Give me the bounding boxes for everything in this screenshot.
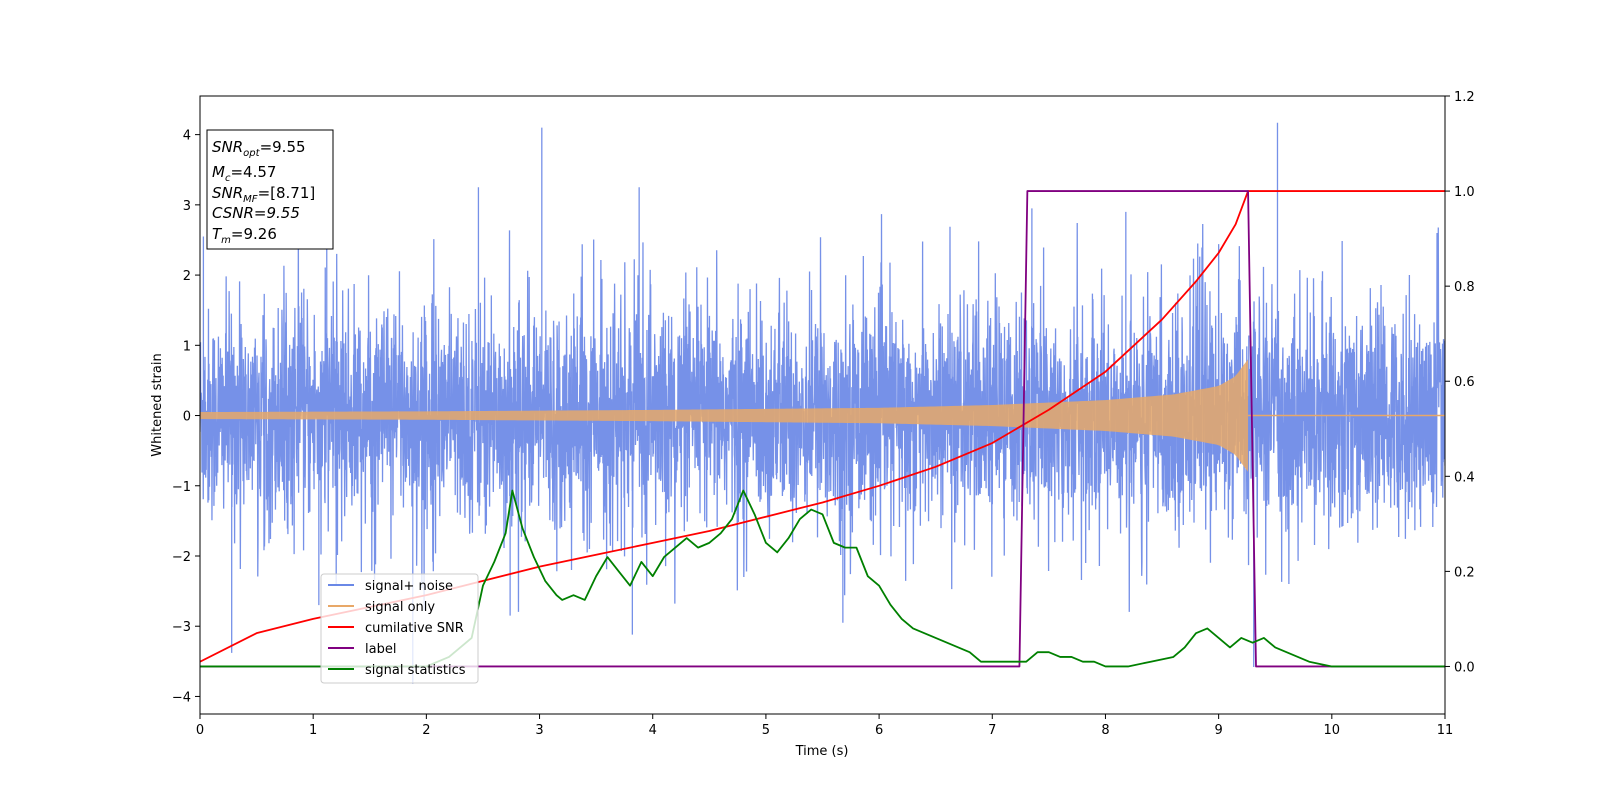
- annotation-snr-mf-value: =[8.71]: [258, 184, 316, 202]
- x-axis-label: Time (s): [795, 744, 849, 759]
- annotation-tm-sub: m: [221, 235, 231, 246]
- x-tick-label-7: 7: [988, 723, 996, 738]
- x-tick-label-5: 5: [762, 723, 770, 738]
- annotation-mc-value: =4.57: [230, 163, 276, 181]
- y2-tick-label-4: 0.8: [1454, 280, 1475, 295]
- x-tick-label-1: 1: [309, 723, 317, 738]
- y-tick-label-4: 0: [183, 410, 191, 425]
- y-tick-label-8: 4: [183, 129, 191, 144]
- y-axis-label: Whitened strain: [150, 353, 165, 456]
- legend-label-cum-snr: cumilative SNR: [365, 621, 464, 636]
- annotation-snr-mf: SNRMF=[8.71]: [212, 184, 315, 205]
- y2-tick-label-5: 1.0: [1454, 185, 1475, 200]
- y-tick-label-7: 3: [183, 199, 191, 214]
- annotation-tm: Tm=9.26: [212, 225, 277, 246]
- y2-tick-label-1: 0.2: [1454, 565, 1475, 580]
- annotation-snr-opt-sub: opt: [243, 148, 260, 159]
- legend-label-stats: signal statistics: [365, 663, 466, 678]
- y2-axis: 0.0 0.2 0.4 0.6 0.8 1.0 1.2: [1445, 90, 1475, 675]
- annotation-frame: [206, 129, 334, 250]
- y-tick-label-3: −1: [172, 480, 191, 495]
- x-tick-label-4: 4: [649, 723, 657, 738]
- legend: signal+ noise signal only cumilative SNR…: [320, 573, 479, 684]
- annotation-snr-mf-sub: MF: [243, 194, 258, 205]
- y2-tick-label-2: 0.4: [1454, 470, 1475, 485]
- series-signal-noise: [200, 122, 1445, 684]
- x-tick-label-0: 0: [196, 723, 204, 738]
- legend-label-noise: signal+ noise: [365, 579, 453, 594]
- x-tick-label-9: 9: [1214, 723, 1222, 738]
- annotation-mc: Mc=4.57: [212, 163, 276, 184]
- x-tick-label-11: 11: [1437, 723, 1454, 738]
- y-tick-label-5: 1: [183, 339, 191, 354]
- y-tick-label-0: −4: [172, 690, 191, 705]
- x-tick-label-8: 8: [1101, 723, 1109, 738]
- y2-tick-label-3: 0.6: [1454, 375, 1475, 390]
- signal-envelope: [200, 359, 1249, 472]
- x-tick-label-6: 6: [875, 723, 883, 738]
- annotation-tm-value: =9.26: [231, 225, 277, 243]
- annotation-mc-sub: c: [225, 173, 231, 184]
- x-tick-label-3: 3: [535, 723, 543, 738]
- legend-frame: [320, 573, 479, 684]
- series-signal-statistics: [200, 489, 1445, 668]
- annotation-tm-base: T: [212, 225, 223, 243]
- series-label: [200, 190, 1445, 668]
- y2-tick-label-0: 0.0: [1454, 660, 1475, 675]
- x-axis: 0 1 2 3 4 5 6 7 8 9 10 11: [196, 714, 1453, 738]
- y-axis: −4 −3 −2 −1 0 1 2 3 4: [172, 129, 200, 705]
- plot-frame: [199, 95, 1446, 715]
- x-tick-label-2: 2: [422, 723, 430, 738]
- y-tick-label-1: −3: [172, 620, 191, 635]
- y-tick-label-6: 2: [183, 269, 191, 284]
- annotation-mc-base: M: [212, 163, 225, 181]
- y-tick-label-2: −2: [172, 550, 191, 565]
- noise-line: [200, 122, 1445, 684]
- annotation-snr-opt-value: =9.55: [260, 138, 306, 156]
- label-line: [200, 190, 1445, 668]
- annotation-box: SNRopt=9.55 Mc=4.57 SNRMF=[8.71] CSNR=9.…: [206, 129, 334, 250]
- series-signal-only: [200, 359, 1445, 472]
- annotation-csnr: CSNR=9.55: [212, 204, 300, 222]
- signal-statistics-line: [200, 489, 1445, 668]
- annotation-snr-opt-base: SNR: [212, 138, 243, 156]
- annotation-snr-opt: SNRopt=9.55: [212, 138, 306, 159]
- annotation-snr-mf-base: SNR: [212, 184, 243, 202]
- legend-label-signal: signal only: [365, 600, 435, 615]
- y2-tick-label-6: 1.2: [1454, 90, 1475, 105]
- legend-label-label: label: [365, 642, 396, 657]
- x-tick-label-10: 10: [1324, 723, 1341, 738]
